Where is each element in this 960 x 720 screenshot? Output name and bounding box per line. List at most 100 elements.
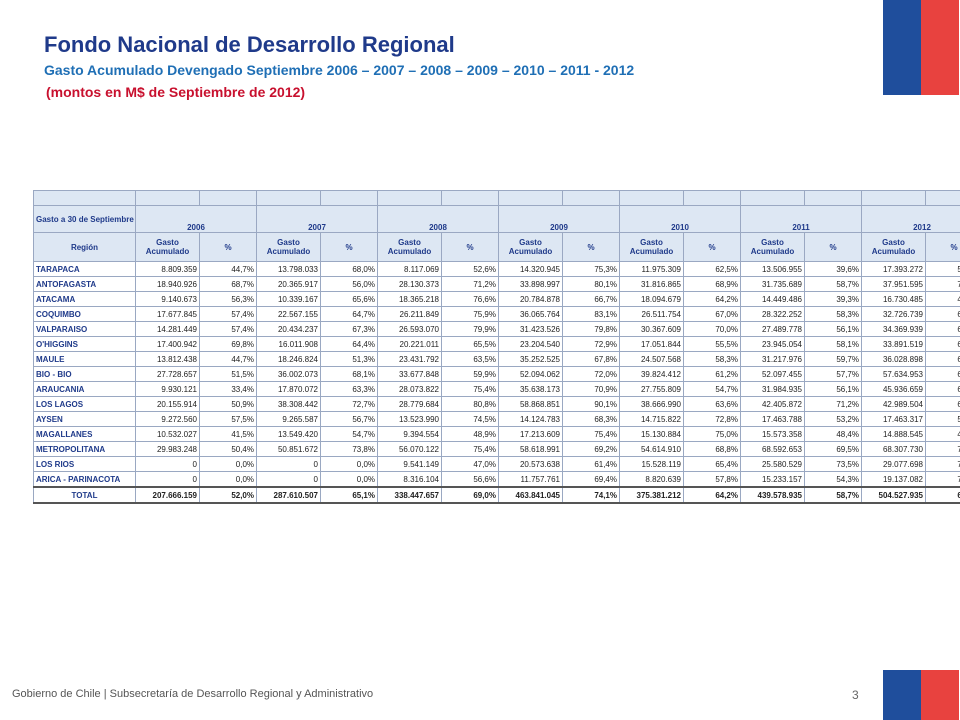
gasto-cell: 31.735.689 — [740, 276, 805, 292]
gasto-cell: 50.851.672 — [256, 441, 321, 457]
percent-cell: 56,1% — [804, 381, 862, 397]
gasto-cell: 38.308.442 — [256, 396, 321, 412]
percent-cell: 58,1% — [804, 336, 862, 352]
fndr-table: Gasto a 30 de Septiembre 2006 2007 2008 … — [33, 190, 960, 504]
gasto-cell: 14.320.945 — [498, 261, 563, 277]
gasto-cell: 23.945.054 — [740, 336, 805, 352]
gasto-cell: 19.137.082 — [861, 471, 926, 488]
percent-header: % — [804, 232, 862, 262]
gasto-acumulado-header: Gasto Acumulado — [619, 232, 684, 262]
percent-header: % — [562, 232, 620, 262]
gasto-cell: 14.124.783 — [498, 411, 563, 427]
gasto-cell: 16.011.908 — [256, 336, 321, 352]
gasto-cell: 36.002.073 — [256, 366, 321, 382]
percent-cell: 56,6% — [441, 471, 499, 488]
acumulado-label: Acumulado — [145, 247, 190, 256]
region-cell: MAGALLANES — [33, 426, 136, 442]
gasto-cell: 9.140.673 — [135, 291, 200, 307]
percent-cell: 56,0% — [320, 276, 378, 292]
percent-cell: 57,8% — [683, 471, 741, 488]
fndr-table-container: Gasto a 30 de Septiembre 2006 2007 2008 … — [33, 190, 960, 504]
gasto-cell: 18.246.824 — [256, 351, 321, 367]
gasto-cell: 15.233.157 — [740, 471, 805, 488]
percent-cell: 58,7% — [804, 486, 862, 504]
percent-cell: 41,5% — [199, 426, 257, 442]
percent-cell: 64,2% — [683, 486, 741, 504]
percent-cell: 71,2% — [441, 276, 499, 292]
percent-cell: 54,8% — [925, 411, 960, 427]
flag-blue-stripe — [883, 0, 921, 95]
gasto-cell: 57.634.953 — [861, 366, 926, 382]
percent-cell: 71,2% — [804, 396, 862, 412]
percent-cell: 57,4% — [199, 321, 257, 337]
gasto-cell: 28.322.252 — [740, 306, 805, 322]
gasto-cell: 14.888.545 — [861, 426, 926, 442]
percent-cell: 46,2% — [925, 426, 960, 442]
percent-cell: 63,3% — [320, 381, 378, 397]
region-cell: ANTOFAGASTA — [33, 276, 136, 292]
percent-cell: 69,2% — [562, 441, 620, 457]
percent-cell: 64,3% — [925, 486, 960, 504]
gasto-cell: 8.820.639 — [619, 471, 684, 488]
gasto-cell: 20.434.237 — [256, 321, 321, 337]
gasto-acumulado-header: Gasto Acumulado — [861, 232, 926, 262]
percent-cell: 61,2% — [683, 366, 741, 382]
region-cell: LOS RIOS — [33, 456, 136, 472]
percent-header: % — [441, 232, 499, 262]
year-header: 2006 — [135, 205, 257, 233]
gasto-cell: 20.784.878 — [498, 291, 563, 307]
gasto-acumulado-header: Gasto Acumulado — [498, 232, 563, 262]
gasto-cell: 17.393.272 — [861, 261, 926, 277]
percent-cell: 53,2% — [804, 411, 862, 427]
percent-cell: 74,5% — [441, 411, 499, 427]
table-row: TARAPACA 8.809.359 44,7% 13.798.033 68,0% 8.1… — [33, 261, 960, 277]
gasto-cell: 13.523.990 — [377, 411, 442, 427]
gasto-cell: 17.870.072 — [256, 381, 321, 397]
gasto-cell: 17.051.844 — [619, 336, 684, 352]
percent-cell: 62,2% — [925, 366, 960, 382]
table-row: ATACAMA 9.140.673 56,3% 10.339.167 65,6% 18.3… — [33, 291, 960, 307]
percent-cell: 73,3% — [925, 471, 960, 488]
acumulado-label: Acumulado — [266, 247, 311, 256]
region-cell: METROPOLITANA — [33, 441, 136, 457]
percent-cell: 75,3% — [562, 261, 620, 277]
percent-cell: 68,0% — [320, 261, 378, 277]
table-row: MAGALLANES 10.532.027 41,5% 13.549.420 54,7%… — [33, 426, 960, 442]
gasto-cell: 35.252.525 — [498, 351, 563, 367]
percent-cell: 52,0% — [199, 486, 257, 504]
table-row: ARICA - PARINACOTA 0 0,0% 0 0,0% 8.316.104 56,… — [33, 471, 960, 488]
gasto-cell: 17.400.942 — [135, 336, 200, 352]
percent-header: % — [683, 232, 741, 262]
acumulado-label: Acumulado — [750, 247, 795, 256]
percent-cell: 65,1% — [925, 306, 960, 322]
percent-cell: 50,9% — [199, 396, 257, 412]
percent-cell: 72,7% — [320, 396, 378, 412]
table-row: ANTOFAGASTA 18.940.926 68,7% 20.365.917 56,0… — [33, 276, 960, 292]
gasto-cell: 42.405.872 — [740, 396, 805, 412]
gasto-cell: 58.868.851 — [498, 396, 563, 412]
table-row: O'HIGGINS 17.400.942 69,8% 16.011.908 64,4% 2… — [33, 336, 960, 352]
gasto-cell: 9.394.554 — [377, 426, 442, 442]
year-header: 2008 — [377, 205, 499, 233]
percent-cell: 68,3% — [562, 411, 620, 427]
percent-cell: 66,8% — [925, 396, 960, 412]
region-cell: VALPARAISO — [33, 321, 136, 337]
gasto-cell: 338.447.657 — [377, 486, 442, 504]
percent-cell: 64,7% — [320, 306, 378, 322]
gasto-cell: 14.281.449 — [135, 321, 200, 337]
gasto-cell: 36.065.764 — [498, 306, 563, 322]
gasto-cell: 27.489.778 — [740, 321, 805, 337]
acumulado-label: Acumulado — [508, 247, 553, 256]
gasto-cell: 9.541.149 — [377, 456, 442, 472]
percent-cell: 65,4% — [683, 456, 741, 472]
gasto-cell: 32.726.739 — [861, 306, 926, 322]
percent-cell: 39,6% — [804, 261, 862, 277]
acumulado-label: Acumulado — [629, 247, 674, 256]
gasto-cell: 26.511.754 — [619, 306, 684, 322]
gasto-cell: 13.798.033 — [256, 261, 321, 277]
column-header-row: Región Gasto Acumulado% Gasto Acumulado% Gas… — [33, 232, 960, 262]
percent-cell: 56,3% — [199, 291, 257, 307]
percent-cell: 74,1% — [562, 486, 620, 504]
percent-cell: 55,5% — [683, 336, 741, 352]
year-header-row: Gasto a 30 de Septiembre 2006 2007 2008 … — [33, 205, 960, 233]
